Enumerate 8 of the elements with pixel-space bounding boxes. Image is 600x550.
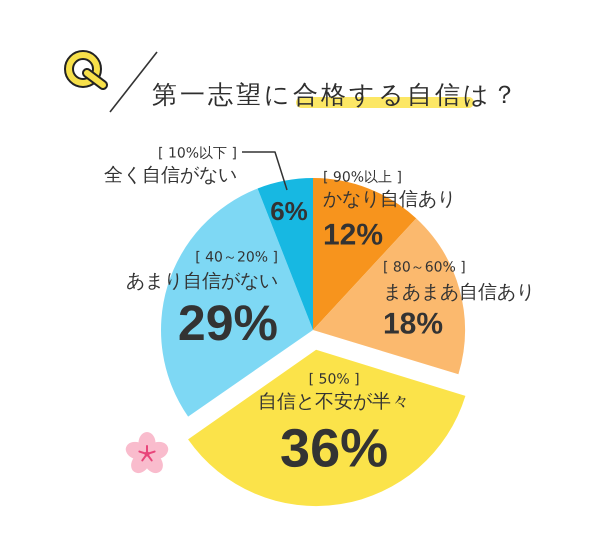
slice-label: [ 10%以下 ] 全く自信がない <box>104 146 237 186</box>
data-label: 36% <box>280 418 388 479</box>
data-label: 6% <box>270 196 308 226</box>
data-label: 18% <box>383 307 444 340</box>
data-label: 12% <box>323 218 384 252</box>
data-label: 29% <box>178 294 278 351</box>
slice-label: [ 50% ] 自信と不安が半々 <box>258 371 410 413</box>
slice-label: [ 40～20% ] あまり自信がない <box>126 250 278 292</box>
